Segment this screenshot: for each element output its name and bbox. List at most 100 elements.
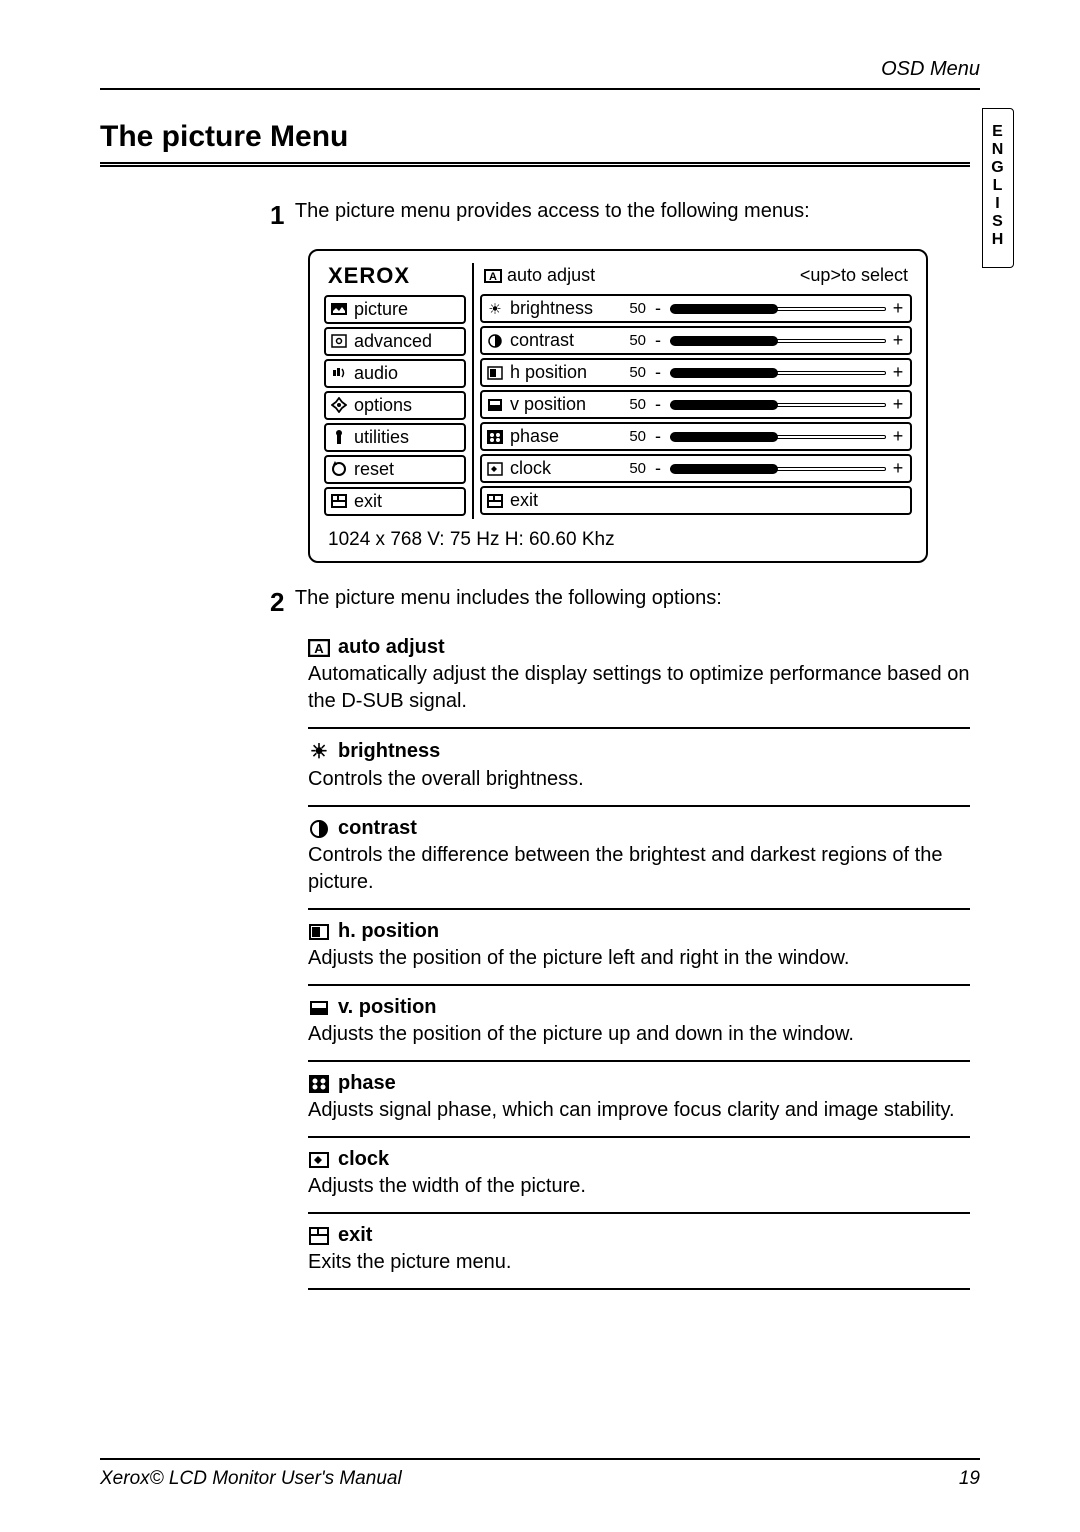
osd-row-hposition: h position 50 - + — [480, 358, 912, 387]
minus-icon: - — [652, 426, 664, 447]
phase-icon — [486, 428, 504, 445]
hposition-icon — [486, 364, 504, 381]
picture-icon — [330, 301, 348, 319]
step-1: 1 The picture menu provides access to th… — [270, 200, 970, 231]
option-clock: clock Adjusts the width of the picture. — [308, 1138, 970, 1214]
osd-row-contrast: contrast 50 - + — [480, 326, 912, 355]
plus-icon: + — [892, 330, 904, 351]
exit-icon — [486, 492, 504, 509]
plus-icon: + — [892, 362, 904, 383]
osd-row-label: brightness — [510, 298, 610, 319]
plus-icon: + — [892, 298, 904, 319]
osd-row-vposition: v position 50 - + — [480, 390, 912, 419]
option-title: exit — [338, 1224, 372, 1247]
plus-icon: + — [892, 394, 904, 415]
option-desc: Adjusts the position of the picture left… — [308, 945, 970, 972]
advanced-icon — [330, 333, 348, 351]
svg-text:A: A — [489, 271, 497, 283]
exit-icon — [330, 493, 348, 511]
osd-header-left: A auto adjust — [484, 265, 595, 286]
plus-icon: + — [892, 426, 904, 447]
utilities-icon — [330, 429, 348, 447]
option-desc: Exits the picture menu. — [308, 1249, 970, 1276]
osd-row-phase: phase 50 - + — [480, 422, 912, 451]
osd-row-clock: clock 50 - + — [480, 454, 912, 483]
option-desc: Controls the difference between the brig… — [308, 842, 970, 896]
header-section: OSD Menu — [881, 58, 980, 81]
osd-category-picture: picture — [324, 295, 466, 324]
title-underline — [100, 162, 970, 167]
option-title: contrast — [338, 817, 417, 840]
osd-category-label: picture — [354, 299, 408, 320]
option-hposition: h. position Adjusts the position of the … — [308, 910, 970, 986]
osd-category-utilities: utilities — [324, 423, 466, 452]
osd-category-options: options — [324, 391, 466, 420]
option-desc: Adjusts the position of the picture up a… — [308, 1021, 970, 1048]
option-title: phase — [338, 1072, 396, 1095]
option-auto-adjust: Aauto adjust Automatically adjust the di… — [308, 618, 970, 727]
osd-row-value: 50 — [616, 300, 646, 317]
step-2-number: 2 — [270, 587, 284, 618]
osd-row-label: clock — [510, 458, 610, 479]
brightness-icon: ☀ — [486, 300, 504, 318]
osd-row-brightness: ☀ brightness 50 - + — [480, 294, 912, 323]
options-list: Aauto adjust Automatically adjust the di… — [308, 618, 970, 1290]
side-language-tab: ENGLISH — [986, 115, 1008, 257]
option-desc: Adjusts the width of the picture. — [308, 1173, 970, 1200]
osd-category-label: audio — [354, 363, 398, 384]
footer-page-number: 19 — [959, 1468, 980, 1490]
option-title: auto adjust — [338, 636, 445, 659]
step-1-text: The picture menu provides access to the … — [295, 200, 810, 222]
option-desc: Automatically adjust the display setting… — [308, 661, 970, 715]
osd-slider — [670, 367, 886, 379]
osd-row-value: 50 — [616, 428, 646, 445]
brightness-icon: ☀ — [308, 739, 330, 764]
option-title: clock — [338, 1148, 389, 1171]
option-phase: phase Adjusts signal phase, which can im… — [308, 1062, 970, 1138]
osd-category-label: utilities — [354, 427, 409, 448]
osd-category-exit: exit — [324, 487, 466, 516]
osd-category-label: advanced — [354, 331, 432, 352]
osd-row-label: h position — [510, 362, 610, 383]
osd-brand: XEROX — [324, 263, 466, 289]
header-rule — [100, 88, 980, 90]
plus-icon: + — [892, 458, 904, 479]
osd-slider — [670, 431, 886, 443]
osd-settings-column: A auto adjust <up>to select ☀ brightness… — [474, 263, 912, 519]
vposition-icon — [486, 396, 504, 413]
step-2: 2 The picture menu includes the followin… — [270, 587, 970, 618]
auto-adjust-icon: A — [308, 639, 330, 657]
osd-screenshot: XEROX picture advanced audio options — [308, 249, 928, 563]
osd-category-reset: reset — [324, 455, 466, 484]
osd-category-column: XEROX picture advanced audio options — [324, 263, 474, 519]
option-desc: Adjusts signal phase, which can improve … — [308, 1097, 970, 1124]
osd-header-right: <up>to select — [800, 265, 908, 286]
osd-slider — [670, 335, 886, 347]
osd-category-label: exit — [354, 491, 382, 512]
minus-icon: - — [652, 298, 664, 319]
contrast-icon — [308, 820, 330, 838]
minus-icon: - — [652, 330, 664, 351]
exit-icon — [308, 1227, 330, 1245]
option-exit: exit Exits the picture menu. — [308, 1214, 970, 1290]
reset-icon — [330, 461, 348, 479]
osd-slider — [670, 399, 886, 411]
option-title: h. position — [338, 920, 439, 943]
minus-icon: - — [652, 362, 664, 383]
clock-icon — [308, 1152, 330, 1168]
osd-category-advanced: advanced — [324, 327, 466, 356]
step-2-text: The picture menu includes the following … — [295, 587, 722, 609]
minus-icon: - — [652, 394, 664, 415]
option-title: v. position — [338, 996, 437, 1019]
osd-row-value: 50 — [616, 332, 646, 349]
osd-row-exit: exit — [480, 486, 912, 515]
osd-category-label: options — [354, 395, 412, 416]
footer-rule — [100, 1458, 980, 1460]
option-vposition: v. position Adjusts the position of the … — [308, 986, 970, 1062]
osd-status: 1024 x 768 V: 75 Hz H: 60.60 Khz — [324, 529, 912, 551]
osd-slider — [670, 463, 886, 475]
osd-category-label: reset — [354, 459, 394, 480]
osd-row-label: contrast — [510, 330, 610, 351]
svg-text:A: A — [314, 641, 324, 656]
audio-icon — [330, 365, 348, 383]
